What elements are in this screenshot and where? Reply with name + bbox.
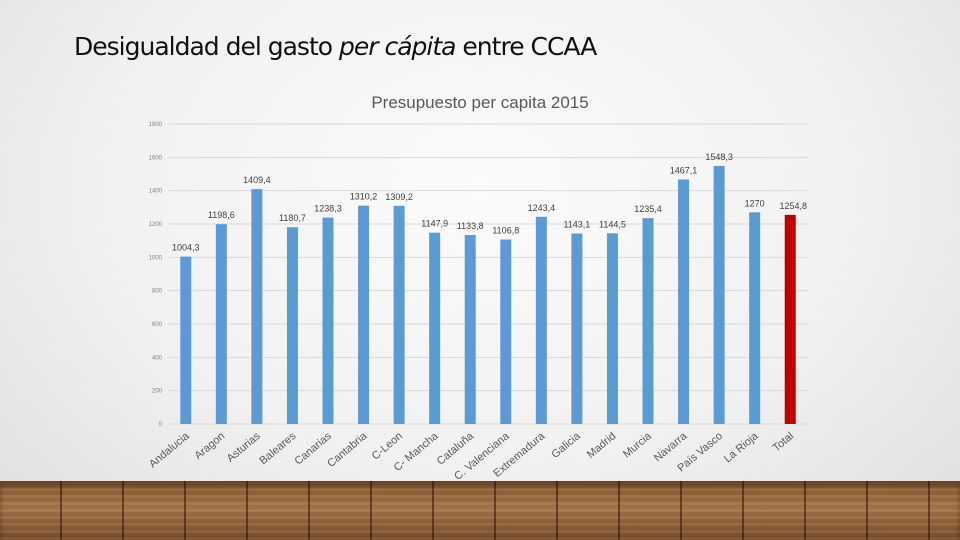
data-label: 1235,4 <box>634 204 662 214</box>
bar-chart: Presupuesto per capita 2015 0 200 400 600 80… <box>147 93 808 482</box>
data-label: 1548,3 <box>705 152 733 162</box>
slide-title-end: entre CCAA <box>455 32 597 61</box>
gridlines <box>168 123 808 425</box>
data-label: 1254,8 <box>779 201 807 211</box>
bar <box>393 205 405 424</box>
bar <box>535 216 547 424</box>
data-label: 1133,8 <box>457 221 484 231</box>
bar <box>642 218 654 424</box>
bar <box>713 165 725 424</box>
y-tick-label: 200 <box>152 389 163 395</box>
slide-title-emphasis: per cápita <box>339 32 456 61</box>
x-tick-label: Galicia <box>549 430 583 461</box>
data-label: 1409,4 <box>243 175 271 185</box>
data-label: 1144,5 <box>599 219 626 229</box>
bar <box>358 205 370 424</box>
x-tick-label: Murcia <box>621 430 655 461</box>
bar-total <box>784 214 796 424</box>
data-label: 1467,1 <box>670 165 698 175</box>
x-tick-label: Andalucia <box>147 430 192 471</box>
bar <box>500 239 512 424</box>
bar <box>606 233 618 424</box>
x-axis-labels: Andalucia AragonAsturiasBalearesCanariasC… <box>147 430 796 482</box>
chart-title: Presupuesto per capita 2015 <box>371 93 588 112</box>
x-tick-label: La Rioja <box>722 430 761 466</box>
x-tick-label: Madrid <box>585 430 618 461</box>
data-label: 1147,9 <box>421 219 448 229</box>
bar <box>286 227 298 424</box>
data-label: 1310,2 <box>350 192 378 202</box>
data-label: 1198,6 <box>208 210 235 220</box>
bar <box>215 224 227 424</box>
data-label: 1180,7 <box>279 213 306 223</box>
data-label: 1309,2 <box>385 192 413 202</box>
x-tick-label: Asturias <box>225 430 264 465</box>
bar <box>429 232 441 424</box>
bar <box>322 217 334 424</box>
data-label: 1270 <box>745 198 765 208</box>
y-tick-label: 1000 <box>149 255 163 261</box>
bars <box>180 165 796 424</box>
y-tick-label: 1800 <box>149 122 163 128</box>
x-tick-label: Cantabria <box>325 430 370 470</box>
data-label: 1243,4 <box>528 203 556 213</box>
slide-title: Desigualdad del gasto per cápita entre C… <box>74 32 597 61</box>
x-tick-label: Total <box>771 430 797 454</box>
x-tick-label: Aragon <box>192 430 227 462</box>
bar <box>749 212 761 424</box>
slide-title-start: Desigualdad del gasto <box>74 32 339 61</box>
y-axis-ticks: 0 200 400 600 800 1000 1200 1400 1600 1800 <box>149 122 163 428</box>
data-label: 1106,8 <box>492 226 519 236</box>
x-tick-label: Baleares <box>257 430 298 467</box>
y-tick-label: 0 <box>159 422 163 428</box>
wood-floor-decoration <box>0 481 960 540</box>
y-tick-label: 1400 <box>149 189 163 195</box>
bar <box>571 233 583 424</box>
data-label: 1238,3 <box>314 204 342 214</box>
data-label: 1143,1 <box>563 219 590 229</box>
y-tick-label: 400 <box>152 355 163 361</box>
y-tick-label: 600 <box>152 322 163 328</box>
y-tick-label: 1600 <box>149 155 163 161</box>
bar <box>678 179 690 424</box>
y-tick-label: 800 <box>152 289 163 295</box>
y-tick-label: 1200 <box>149 222 163 228</box>
bar <box>251 189 263 424</box>
data-labels: 1004,3 1198,6 1409,4 1180,7 1238,3 1310,2 1309… <box>172 152 807 253</box>
bar <box>180 256 192 424</box>
data-label: 1004,3 <box>172 243 200 253</box>
bar <box>464 235 476 424</box>
